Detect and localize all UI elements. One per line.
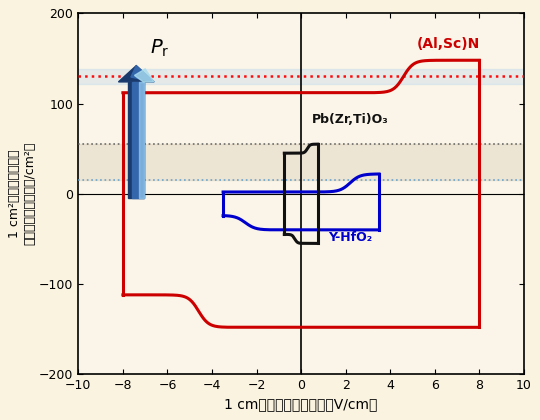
Polygon shape [129, 82, 144, 198]
Bar [78, 69, 524, 84]
Polygon shape [118, 66, 154, 82]
Text: $\it{P}$$_\mathrm{r}$: $\it{P}$$_\mathrm{r}$ [150, 38, 169, 59]
Polygon shape [134, 69, 154, 82]
Polygon shape [139, 82, 144, 198]
Text: (Al,Sc)N: (Al,Sc)N [417, 37, 480, 51]
X-axis label: 1 cm当たりの電圧（メガV/cm）: 1 cm当たりの電圧（メガV/cm） [224, 398, 377, 412]
Bar [78, 144, 524, 180]
Text: Y-HfO₂: Y-HfO₂ [328, 231, 372, 244]
Polygon shape [131, 66, 154, 82]
Polygon shape [132, 82, 144, 198]
Y-axis label: 1 cm²当たりの分極値
（マイクロクーロン/cm²）: 1 cm²当たりの分極値 （マイクロクーロン/cm²） [8, 142, 36, 245]
Text: Pb(Zr,Ti)O₃: Pb(Zr,Ti)O₃ [312, 113, 389, 126]
